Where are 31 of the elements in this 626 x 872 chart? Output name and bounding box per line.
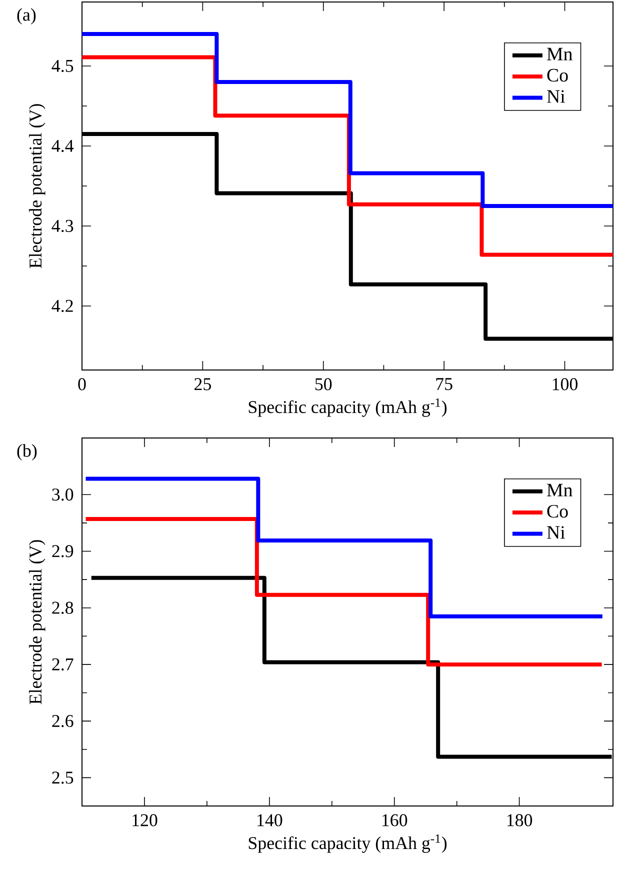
- y-tick-label: 2.8: [52, 602, 74, 614]
- x-tick-label: 180: [507, 814, 532, 826]
- x-tick-label: 0: [78, 378, 86, 390]
- y-tick-label: 4.4: [52, 140, 74, 152]
- y-axis-title: Electrode potential (V): [28, 104, 46, 268]
- x-axis-title: Specific capacity (mAh g$^{-1}$): [248, 834, 447, 853]
- legend-label: Ni: [547, 526, 566, 539]
- y-tick-label: 2.5: [52, 772, 74, 784]
- x-tick-label: 25: [194, 378, 211, 390]
- legend-label: Co: [547, 68, 568, 82]
- y-axis-title: Electrode potential (V): [28, 540, 46, 704]
- y-tick-label: 4.3: [52, 220, 74, 232]
- x-axis-title: Specific capacity (mAh g$^{-1}$): [248, 398, 447, 417]
- legend-label: Ni: [547, 90, 566, 103]
- legend-label: Mn: [547, 48, 572, 60]
- chart-title: (b): [17, 444, 37, 460]
- legend-label: Mn: [547, 484, 572, 496]
- x-tick-label: 75: [436, 378, 452, 390]
- y-tick-label: 2.9: [52, 545, 74, 558]
- legend-label: Co: [547, 504, 568, 518]
- y-tick-label: 2.7: [52, 658, 74, 671]
- x-tick-label: 50: [315, 378, 332, 390]
- y-tick-label: 4.5: [52, 60, 74, 72]
- x-tick-label: 100: [552, 378, 578, 390]
- x-tick-label: 140: [258, 814, 282, 826]
- y-tick-label: 4.2: [52, 300, 73, 312]
- x-tick-label: 160: [382, 814, 408, 826]
- x-tick-label: 120: [132, 814, 158, 826]
- chart-title: (a): [17, 8, 36, 24]
- y-tick-label: 2.6: [52, 715, 74, 728]
- y-tick-label: 3.0: [52, 488, 74, 501]
